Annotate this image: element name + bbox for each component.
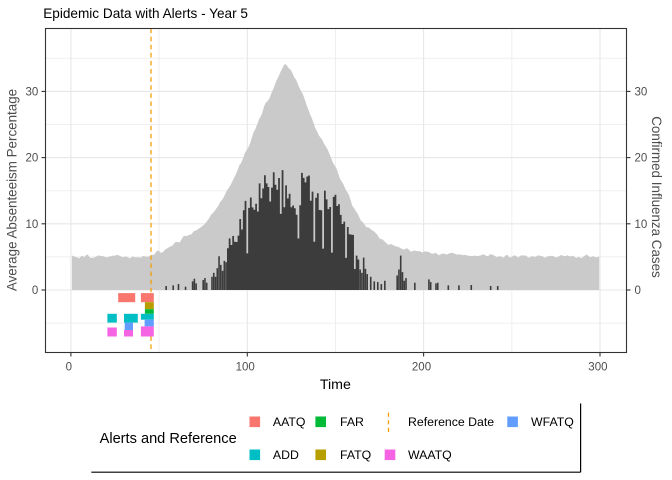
svg-text:Confirmed Influenza Cases: Confirmed Influenza Cases [649,116,664,278]
svg-text:AATQ: AATQ [273,415,306,429]
svg-text:200: 200 [412,362,431,374]
svg-text:FATQ: FATQ [340,448,371,462]
svg-text:Epidemic Data with Alerts - Ye: Epidemic Data with Alerts - Year 5 [43,6,248,21]
svg-text:ADD: ADD [273,448,299,462]
svg-text:WAATQ: WAATQ [408,448,452,462]
svg-text:100: 100 [236,362,255,374]
svg-text:10: 10 [635,219,648,231]
svg-text:300: 300 [588,362,607,374]
svg-text:0: 0 [635,285,641,297]
svg-text:Time: Time [320,377,351,393]
svg-text:Average Absenteeism Percentage: Average Absenteeism Percentage [5,89,20,291]
svg-text:30: 30 [26,87,39,99]
svg-text:Alerts and Reference: Alerts and Reference [100,431,237,447]
svg-text:0: 0 [66,362,72,374]
svg-text:10: 10 [26,219,39,231]
svg-text:WFATQ: WFATQ [531,415,574,429]
svg-text:0: 0 [32,285,38,297]
svg-text:30: 30 [635,87,648,99]
svg-text:20: 20 [635,153,648,165]
svg-text:20: 20 [26,153,39,165]
svg-text:Reference Date: Reference Date [408,415,494,429]
svg-text:FAR: FAR [340,415,364,429]
